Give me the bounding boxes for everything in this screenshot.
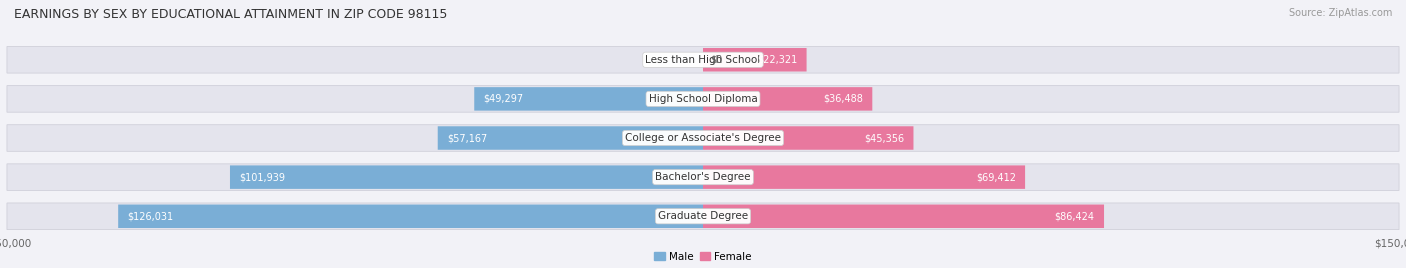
Text: $101,939: $101,939 [239,172,285,182]
Text: $22,321: $22,321 [756,55,797,65]
FancyBboxPatch shape [703,87,872,111]
FancyBboxPatch shape [703,126,914,150]
Legend: Male, Female: Male, Female [650,248,756,266]
Text: Less than High School: Less than High School [645,55,761,65]
Text: $69,412: $69,412 [976,172,1015,182]
Text: $57,167: $57,167 [447,133,488,143]
FancyBboxPatch shape [437,126,703,150]
FancyBboxPatch shape [7,85,1399,112]
Text: $86,424: $86,424 [1054,211,1095,221]
Text: Graduate Degree: Graduate Degree [658,211,748,221]
FancyBboxPatch shape [7,125,1399,151]
Text: $126,031: $126,031 [128,211,173,221]
Text: Source: ZipAtlas.com: Source: ZipAtlas.com [1288,8,1392,18]
FancyBboxPatch shape [7,164,1399,191]
FancyBboxPatch shape [474,87,703,111]
Text: Bachelor's Degree: Bachelor's Degree [655,172,751,182]
FancyBboxPatch shape [118,204,703,228]
FancyBboxPatch shape [703,165,1025,189]
FancyBboxPatch shape [703,48,807,72]
FancyBboxPatch shape [231,165,703,189]
FancyBboxPatch shape [7,203,1399,230]
Text: EARNINGS BY SEX BY EDUCATIONAL ATTAINMENT IN ZIP CODE 98115: EARNINGS BY SEX BY EDUCATIONAL ATTAINMEN… [14,8,447,21]
Text: College or Associate's Degree: College or Associate's Degree [626,133,780,143]
Text: $45,356: $45,356 [865,133,904,143]
Text: $49,297: $49,297 [484,94,523,104]
Text: High School Diploma: High School Diploma [648,94,758,104]
Text: $0: $0 [710,55,723,65]
Text: $36,488: $36,488 [823,94,863,104]
FancyBboxPatch shape [7,46,1399,73]
FancyBboxPatch shape [703,204,1104,228]
